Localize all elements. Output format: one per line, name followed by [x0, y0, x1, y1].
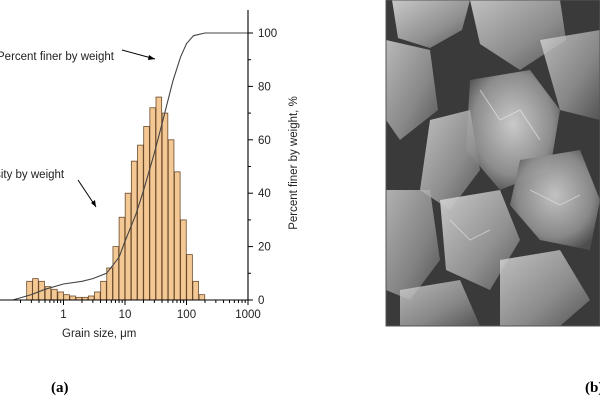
density-bar: [186, 254, 193, 301]
x-axis-label: Grain size, μm: [62, 328, 136, 340]
x-tick-label: 1: [60, 309, 66, 321]
density-bar: [69, 295, 76, 301]
percent-finer-curve: [12, 32, 248, 301]
density-bar: [32, 278, 39, 301]
grain-size-chart: 1 10 100 1000 0 20 40 60 80 100 Grain size, μm P…: [0, 10, 300, 340]
x-tick-label: 10: [119, 309, 132, 321]
density-bar: [192, 280, 199, 301]
density-bar: [137, 144, 144, 301]
density-bar: [124, 192, 132, 301]
density-bar: [112, 246, 120, 301]
y-ticks: 0 20 40 60 80 100: [248, 28, 277, 307]
x-tick-label: 1000: [235, 309, 261, 321]
density-bar: [118, 216, 126, 301]
density-bar: [198, 294, 206, 301]
annotation-density: Density by weight: [0, 169, 65, 181]
y-tick-label: 60: [258, 135, 271, 147]
y-tick-label: 40: [258, 188, 271, 200]
arrowhead-icon: [91, 200, 96, 207]
density-bar: [63, 294, 70, 301]
sem-micrograph: [385, 0, 600, 327]
y-tick-label: 80: [258, 81, 271, 93]
y-axis-label: Percent finer by weight, %: [288, 96, 300, 230]
density-bar: [87, 295, 95, 301]
x-tick-label: 100: [177, 309, 196, 321]
density-bar: [174, 171, 181, 301]
density-bar: [26, 280, 33, 301]
y-tick-label: 20: [258, 242, 271, 254]
density-bar: [130, 160, 138, 301]
x-ticks: 1 10 100 1000: [20, 300, 261, 321]
density-bar: [180, 219, 187, 301]
density-bar: [51, 288, 58, 301]
annotation-percent-finer: Percent finer by weight: [0, 51, 115, 63]
arrowhead-icon: [148, 55, 155, 60]
density-bar: [143, 126, 150, 301]
density-bar: [149, 107, 156, 301]
density-bar: [100, 280, 107, 301]
y-tick-label: 100: [258, 28, 277, 40]
density-bar: [57, 291, 64, 301]
density-bar: [94, 291, 101, 301]
density-bars: [26, 96, 206, 301]
density-bar: [161, 112, 169, 301]
y-tick-label: 0: [258, 295, 264, 307]
density-bar: [167, 139, 175, 301]
density-bar: [106, 267, 113, 301]
caption-b: (b): [585, 380, 600, 396]
caption-a: (a): [51, 380, 69, 396]
